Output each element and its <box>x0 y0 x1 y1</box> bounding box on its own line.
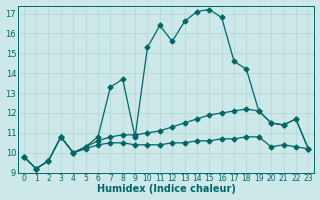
X-axis label: Humidex (Indice chaleur): Humidex (Indice chaleur) <box>97 184 236 194</box>
